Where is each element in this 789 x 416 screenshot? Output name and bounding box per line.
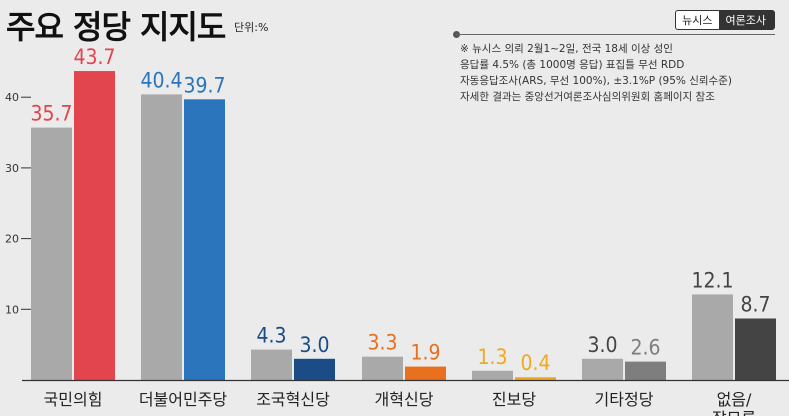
bar-previous: [141, 94, 182, 380]
y-tick-label: 20: [5, 233, 19, 246]
data-label-previous: 1.3: [477, 345, 507, 369]
y-tick-label: 30: [5, 162, 19, 175]
category-label: 개혁신당: [375, 390, 434, 409]
bar-current: [515, 377, 556, 380]
bar-previous: [582, 358, 623, 380]
bar-previous: [31, 127, 72, 380]
category-label: 조국혁신당: [256, 390, 330, 409]
category-label: 잘모름: [712, 409, 756, 416]
bar-previous: [472, 370, 513, 380]
chart-title: 주요 정당 지지도: [6, 8, 226, 46]
bar-current: [184, 99, 225, 381]
data-label-current: 2.6: [630, 336, 660, 360]
data-label-current: 39.7: [183, 73, 225, 97]
unit-label: 단위:%: [234, 21, 269, 34]
y-tick-label: 10: [5, 303, 19, 316]
bar-current: [625, 361, 666, 380]
bar-current: [735, 318, 776, 380]
bar-current: [294, 358, 335, 380]
bar-current: [74, 71, 115, 380]
data-label-current: 0.4: [520, 351, 550, 375]
data-label-previous: 12.1: [691, 268, 733, 292]
data-label-previous: 40.4: [140, 68, 182, 92]
bar-previous: [251, 349, 292, 380]
data-label-previous: 35.7: [30, 102, 72, 126]
category-label: 진보당: [492, 390, 536, 409]
source-type: 여론조사: [718, 10, 775, 30]
note-line: 자동응답조사(ARS, 무선 100%), ±3.1%P (95% 신뢰수준): [460, 75, 732, 87]
y-tick-label: 40: [5, 91, 19, 104]
category-label: 없음/: [717, 390, 752, 409]
note-line: 자세한 결과는 중앙선거여론조사심의위원회 홈페이지 참조: [460, 91, 715, 103]
category-label: 기타정당: [595, 390, 654, 409]
bar-previous: [692, 294, 733, 380]
data-label-current: 1.9: [410, 341, 440, 365]
bar-current: [405, 366, 446, 380]
source-name: 뉴시스: [675, 10, 719, 30]
category-label: 국민의힘: [44, 390, 103, 409]
data-label-previous: 3.0: [587, 333, 617, 357]
data-label-current: 43.7: [73, 45, 115, 69]
data-label-previous: 4.3: [256, 324, 286, 348]
data-label-previous: 3.3: [367, 331, 397, 355]
category-label: 더불어민주당: [139, 390, 228, 409]
bar-previous: [362, 356, 403, 380]
note-line: 응답률 4.5% (총 1000명 응답) 표집틀 무선 RDD: [460, 59, 685, 71]
note-divider: [456, 34, 775, 35]
note-line: ※ 뉴시스 의뢰 2월1~2일, 전국 18세 이상 성인: [460, 43, 673, 55]
data-label-current: 3.0: [299, 333, 329, 357]
survey-notes: ※ 뉴시스 의뢰 2월1~2일, 전국 18세 이상 성인 응답률 4.5% (…: [460, 41, 785, 105]
data-label-current: 8.7: [740, 292, 770, 316]
source-badge: 뉴시스 여론조사: [675, 10, 775, 30]
